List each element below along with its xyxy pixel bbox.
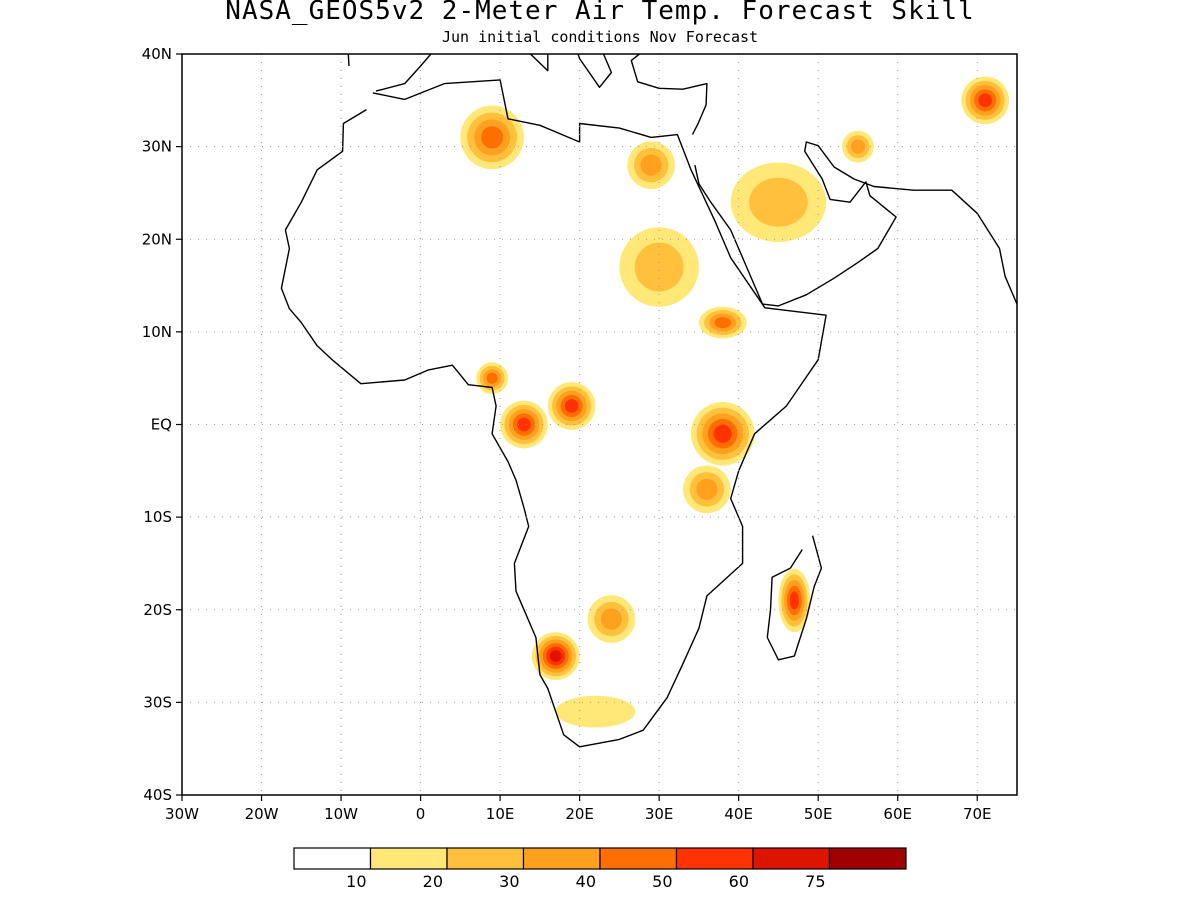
- y-tick-label: 30N: [142, 138, 172, 156]
- med-north-coastline: [375, 54, 708, 135]
- skill-region: [549, 650, 562, 662]
- y-tick-label: 30S: [143, 693, 172, 711]
- madagascar-coastline: [766, 535, 823, 661]
- colorbar-label: 20: [423, 872, 443, 891]
- map-title: NASA_GEOS5v2 2-Meter Air Temp. Forecast …: [225, 0, 975, 26]
- x-tick-label: 30E: [645, 805, 674, 823]
- x-tick-label: 10E: [486, 805, 515, 823]
- map-subtitle: Jun initial conditions Nov Forecast: [441, 28, 759, 46]
- plot-frame: [181, 53, 1018, 796]
- x-tick-label: 50E: [804, 805, 833, 823]
- y-tick-label: EQ: [151, 416, 172, 434]
- skill-region: [714, 317, 732, 329]
- x-tick-label: 60E: [883, 805, 912, 823]
- colorbar-cell: [675, 847, 754, 870]
- africa-coastline: [280, 79, 827, 748]
- axis-tick-layer: 30W 20W 10W 0 10E 20E 30E 40E 50E 60E 70E 40N 30N 20N…: [142, 45, 992, 823]
- europe-coastline: [347, 54, 350, 67]
- skill-region: [978, 93, 993, 108]
- skill-region: [696, 478, 718, 500]
- x-tick-label: 30W: [165, 805, 199, 823]
- colorbar-label: 75: [805, 872, 825, 891]
- arabia-coastline: [694, 141, 1017, 307]
- y-tick-label: 20S: [143, 601, 172, 619]
- x-tick-label: 20W: [245, 805, 279, 823]
- colorbar-cell: [752, 847, 831, 870]
- skill-region: [481, 126, 504, 149]
- skill-shading-layer: [460, 76, 1010, 728]
- y-tick-label: 40N: [142, 45, 172, 63]
- colorbar-label: 50: [652, 872, 672, 891]
- skill-region: [640, 154, 662, 176]
- colorbar-label: 30: [499, 872, 519, 891]
- skill-region: [850, 139, 866, 154]
- y-tick-label: 10S: [143, 508, 172, 526]
- colorbar-label: 60: [729, 872, 749, 891]
- skill-region: [634, 242, 684, 292]
- colorbar-label: 40: [576, 872, 596, 891]
- colorbar: 10 20 30 40 50 60 75: [293, 847, 907, 891]
- colorbar-cell: [293, 847, 372, 870]
- grid-layer: [182, 54, 1017, 795]
- colorbar-cell: [828, 847, 907, 870]
- colorbar-cell: [522, 847, 601, 870]
- x-tick-label: 70E: [963, 805, 992, 823]
- skill-region: [713, 424, 732, 443]
- skill-region: [789, 591, 799, 610]
- coastline-layer: [280, 54, 1017, 748]
- y-tick-label: 20N: [142, 230, 172, 248]
- colorbar-cell: [599, 847, 678, 870]
- skill-region: [555, 695, 636, 728]
- x-tick-label: 10W: [324, 805, 358, 823]
- skill-region: [517, 417, 531, 432]
- colorbar-cell: [369, 847, 448, 870]
- x-tick-label: 0: [416, 805, 426, 823]
- skill-region: [749, 177, 808, 227]
- colorbar-cell: [446, 847, 525, 870]
- x-tick-label: 40E: [724, 805, 753, 823]
- colorbar-label: 10: [346, 872, 366, 891]
- y-tick-label: 10N: [142, 323, 172, 341]
- y-tick-label: 40S: [143, 786, 172, 804]
- skill-region: [486, 372, 498, 384]
- skill-region: [564, 399, 579, 413]
- x-tick-label: 20E: [565, 805, 594, 823]
- skill-region: [600, 608, 623, 630]
